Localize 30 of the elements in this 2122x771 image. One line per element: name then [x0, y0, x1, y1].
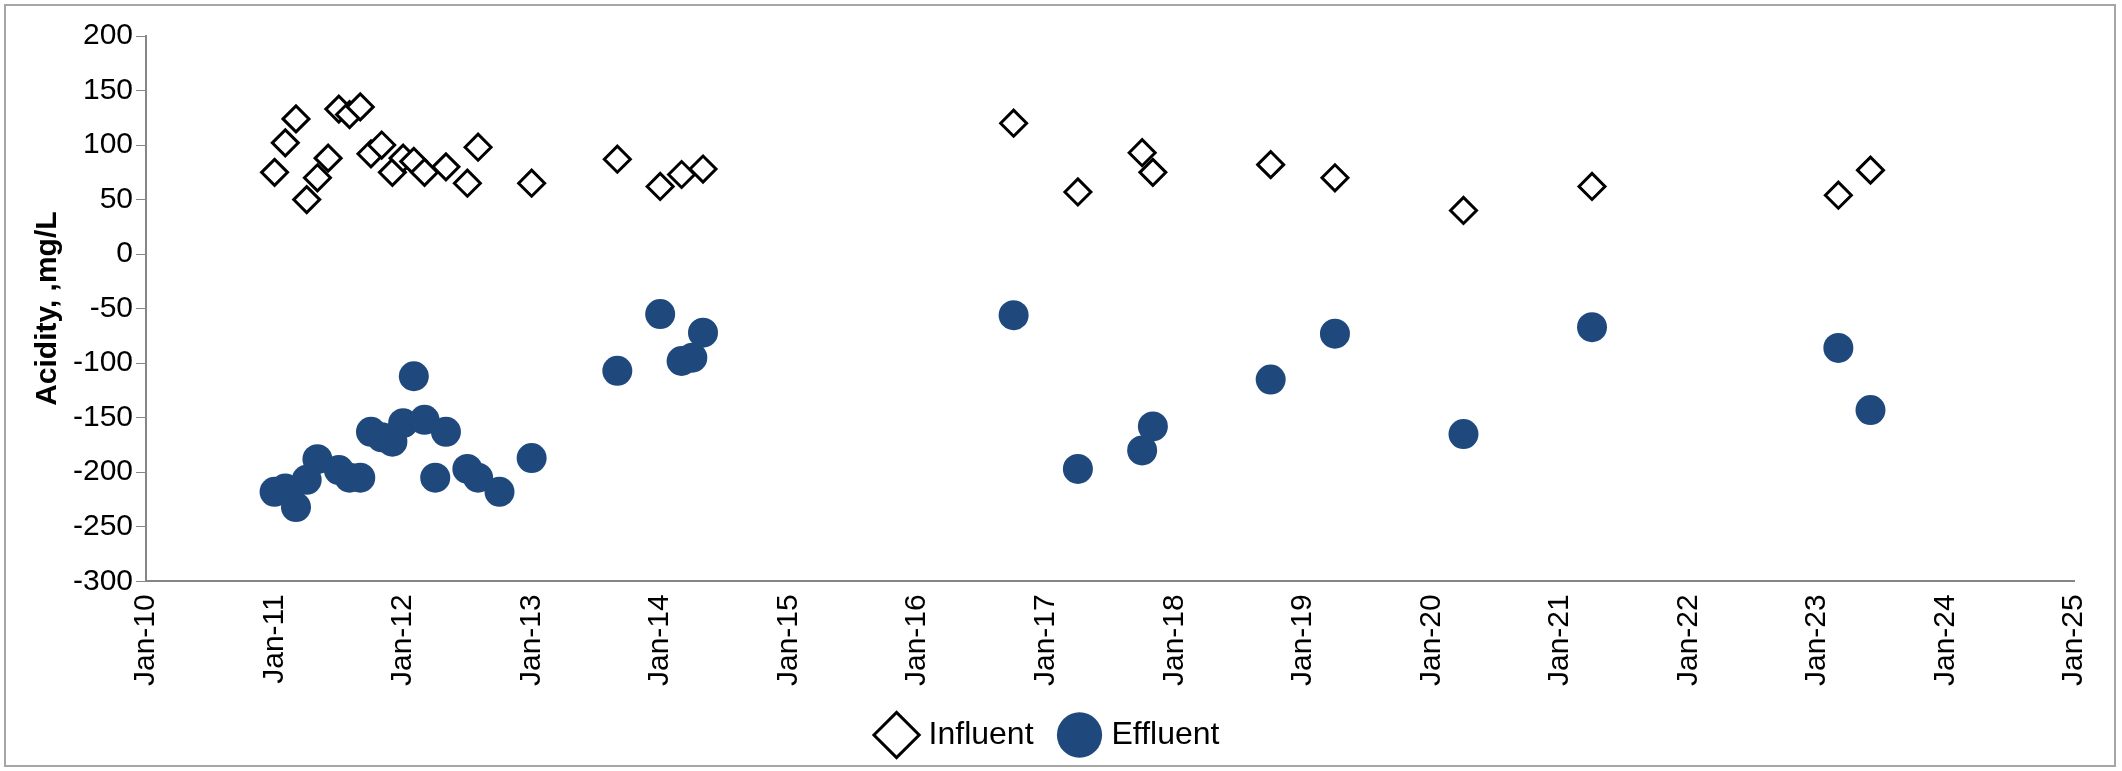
x-tick-label: Jan-15	[769, 594, 803, 687]
y-tick-label: 0	[116, 235, 134, 269]
y-tick-label: -250	[73, 508, 134, 542]
x-tick-label: Jan-20	[1412, 594, 1446, 687]
x-tick-label: Jan-21	[1541, 594, 1575, 687]
legend-label: Influent	[928, 714, 1034, 751]
x-tick-label: Jan-22	[1669, 594, 1703, 687]
x-tick-label: Jan-19	[1284, 594, 1318, 687]
x-tick-label: Jan-11	[255, 594, 289, 684]
y-tick-label: -150	[73, 398, 134, 432]
x-tick-label: Jan-17	[1027, 594, 1061, 687]
y-tick-label: 200	[82, 17, 134, 51]
x-tick-label: Jan-23	[1798, 594, 1832, 687]
y-tick-label: -200	[73, 453, 134, 487]
x-tick-label: Jan-24	[1926, 594, 1960, 687]
x-tick-label: Jan-14	[641, 594, 675, 687]
y-axis-title: Acidity, ,mg/L	[29, 211, 63, 406]
y-tick-label: -100	[73, 344, 134, 378]
y-tick-label: -300	[73, 562, 134, 596]
x-tick-label: Jan-13	[512, 594, 546, 687]
x-tick-label: Jan-10	[127, 594, 161, 687]
legend-label: Effluent	[1111, 714, 1220, 751]
y-tick-label: 100	[82, 126, 134, 160]
x-tick-label: Jan-12	[384, 594, 418, 687]
y-tick-label: -50	[89, 289, 134, 323]
x-tick-label: Jan-25	[2055, 594, 2089, 687]
x-tick-label: Jan-16	[898, 594, 932, 687]
y-tick-label: 150	[82, 71, 134, 105]
y-tick-label: 50	[99, 180, 134, 214]
x-tick-label: Jan-18	[1155, 594, 1189, 687]
